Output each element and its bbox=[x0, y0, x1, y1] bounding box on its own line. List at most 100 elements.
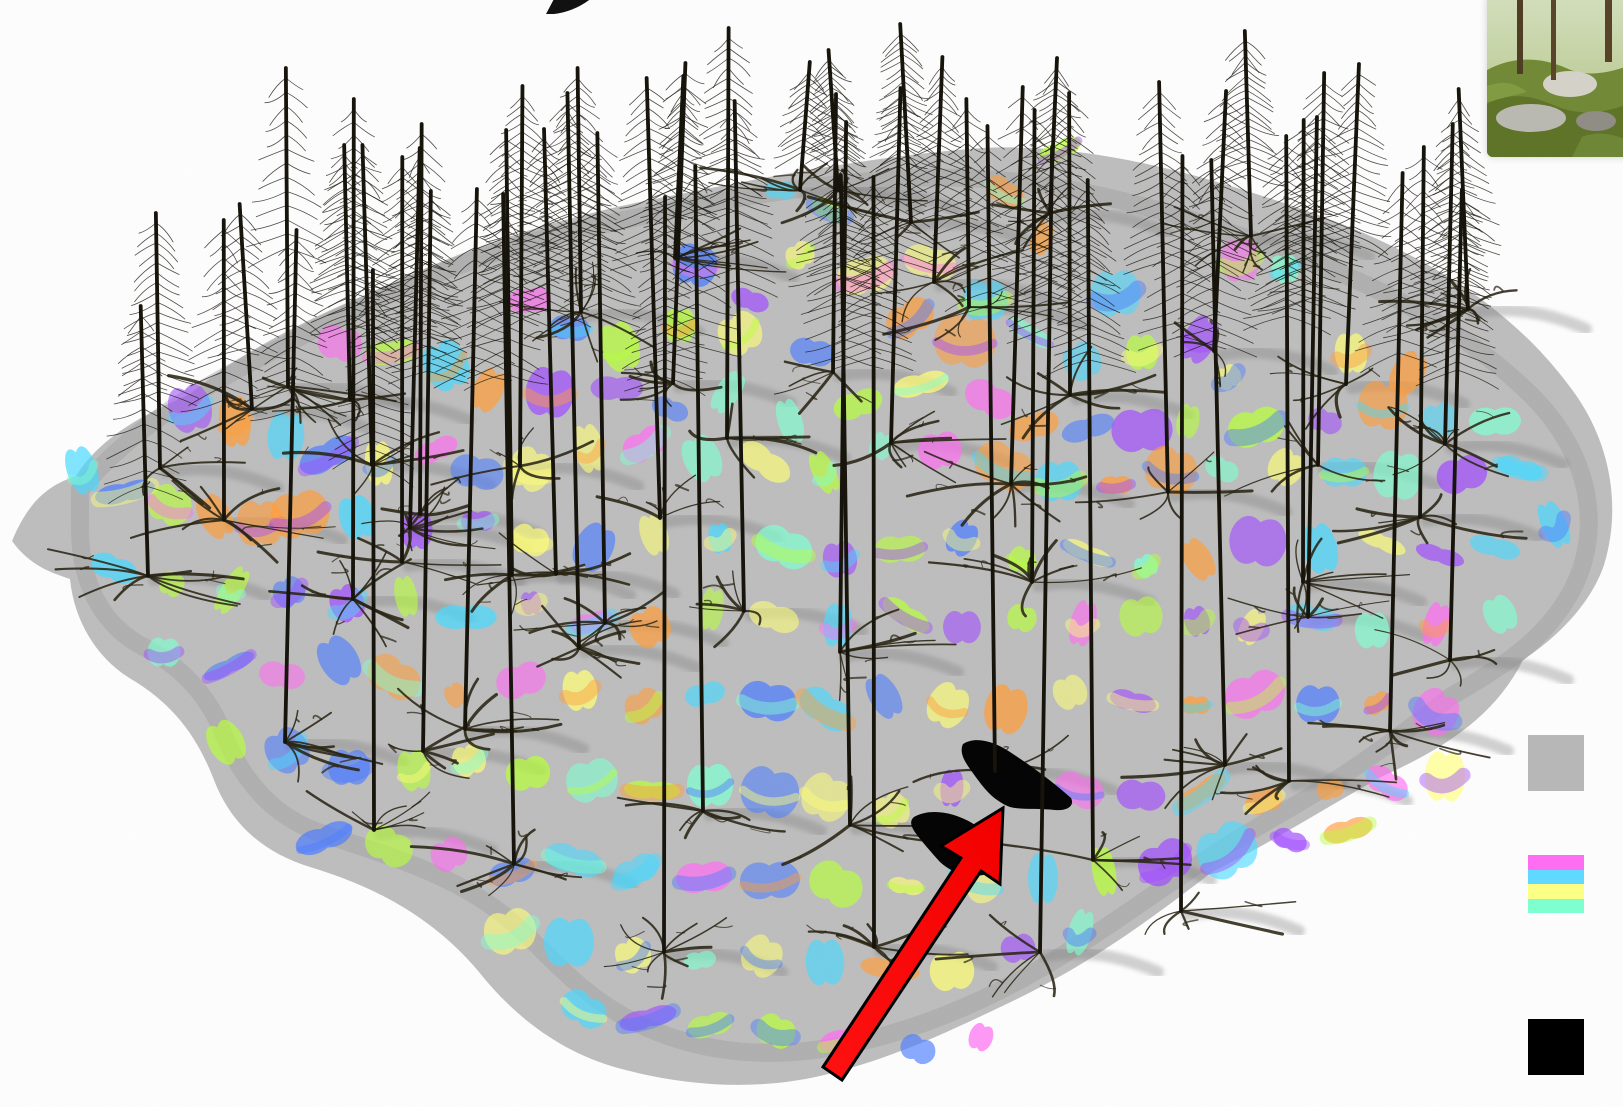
tree-branch bbox=[1156, 236, 1183, 248]
tree-branch bbox=[505, 349, 540, 371]
root-line bbox=[316, 550, 404, 564]
tree-branch bbox=[799, 220, 835, 241]
tree-branch bbox=[1323, 100, 1343, 113]
tree-branch bbox=[430, 217, 454, 233]
tree-branch bbox=[728, 117, 758, 139]
tree-branch bbox=[928, 66, 943, 85]
patch bbox=[893, 370, 950, 398]
tree-crown bbox=[247, 239, 338, 423]
patch-shape bbox=[543, 917, 595, 967]
tree-branch bbox=[779, 114, 806, 128]
tree-branch bbox=[830, 81, 849, 102]
tree-branch bbox=[1431, 167, 1452, 187]
tree-branch bbox=[353, 108, 367, 123]
tree-branch bbox=[1188, 196, 1222, 208]
tree-branch bbox=[522, 104, 539, 122]
tree-trunk bbox=[889, 86, 903, 445]
tree-branch bbox=[615, 227, 652, 245]
root-line bbox=[1068, 393, 1121, 410]
tree-branch bbox=[992, 173, 1021, 191]
tree-branch bbox=[1371, 267, 1401, 282]
patch-stroke bbox=[521, 387, 578, 408]
tree-trunk bbox=[138, 304, 150, 578]
tree-branch bbox=[913, 144, 940, 157]
tree-branch bbox=[649, 224, 666, 238]
root-line bbox=[616, 796, 705, 813]
tree-branch bbox=[429, 285, 458, 298]
root-line bbox=[512, 836, 528, 866]
tree-branch bbox=[1401, 196, 1422, 217]
tree-branch bbox=[441, 320, 475, 336]
root-line bbox=[1302, 573, 1387, 583]
tree-branch bbox=[815, 114, 837, 131]
tree-branch bbox=[1460, 139, 1481, 154]
tree-branch bbox=[506, 104, 523, 118]
tree-branch bbox=[1358, 324, 1400, 343]
tree-branch bbox=[788, 262, 835, 281]
tree bbox=[379, 122, 463, 516]
patch-shape bbox=[651, 396, 689, 422]
tree-branch bbox=[1286, 290, 1324, 303]
root-branch bbox=[1159, 859, 1166, 870]
tree-branch bbox=[157, 341, 190, 357]
root-line bbox=[603, 589, 667, 625]
tree-branch bbox=[1248, 160, 1283, 176]
tree-branch bbox=[873, 186, 886, 204]
patch bbox=[684, 950, 716, 970]
tree-branch bbox=[296, 239, 315, 258]
tree-branch bbox=[362, 154, 375, 168]
tree-branch bbox=[684, 72, 705, 85]
tree-branch bbox=[1328, 136, 1357, 152]
tree-branch bbox=[1054, 113, 1075, 128]
patch-stroke bbox=[750, 1018, 801, 1047]
root-line bbox=[741, 181, 801, 192]
root-line bbox=[460, 862, 516, 894]
patch-stroke bbox=[1419, 767, 1471, 794]
tree-branch bbox=[696, 288, 732, 309]
tree-branch bbox=[328, 276, 367, 291]
root-branch bbox=[1102, 573, 1118, 582]
tree-crown bbox=[652, 175, 742, 358]
root-branch bbox=[874, 610, 894, 619]
tree-branch bbox=[1134, 161, 1162, 178]
root-line bbox=[848, 789, 901, 827]
root-line bbox=[806, 195, 913, 224]
tree-branch bbox=[503, 227, 524, 240]
patch-shape bbox=[1320, 457, 1368, 487]
tree-branch bbox=[108, 485, 146, 504]
tree-branch bbox=[353, 265, 398, 279]
tree-branch bbox=[845, 192, 868, 205]
tree-shadow bbox=[252, 404, 376, 435]
patch bbox=[505, 523, 554, 557]
tree-branch bbox=[683, 101, 700, 113]
patch bbox=[785, 240, 815, 270]
tree-branch bbox=[1213, 146, 1249, 162]
tree-branch bbox=[331, 154, 345, 169]
tree-branch bbox=[535, 187, 570, 209]
patch-shape bbox=[974, 441, 1034, 492]
tree-branch bbox=[895, 267, 942, 280]
tree-branch bbox=[120, 391, 159, 403]
root-line bbox=[470, 573, 514, 613]
tree-branch bbox=[503, 215, 518, 236]
root-branch bbox=[331, 568, 349, 574]
tree-branch bbox=[1262, 196, 1287, 208]
tree bbox=[1042, 178, 1137, 862]
tree-branch bbox=[1026, 219, 1052, 232]
patch-shape bbox=[267, 412, 305, 461]
patch bbox=[751, 524, 816, 570]
tree-branch bbox=[503, 252, 526, 265]
legend bbox=[1528, 735, 1623, 1095]
root-branch bbox=[946, 460, 954, 469]
root-network bbox=[869, 246, 1024, 323]
tree-branch bbox=[1064, 234, 1089, 246]
tree-branch bbox=[1465, 242, 1500, 256]
root-line bbox=[663, 916, 728, 953]
tree-branch bbox=[503, 240, 523, 257]
root-line bbox=[171, 479, 226, 522]
tree-branch bbox=[285, 77, 304, 91]
tree-branch bbox=[1028, 174, 1052, 186]
patch-stroke bbox=[933, 779, 971, 804]
tree-branch bbox=[223, 213, 241, 233]
root-branch bbox=[619, 618, 635, 626]
